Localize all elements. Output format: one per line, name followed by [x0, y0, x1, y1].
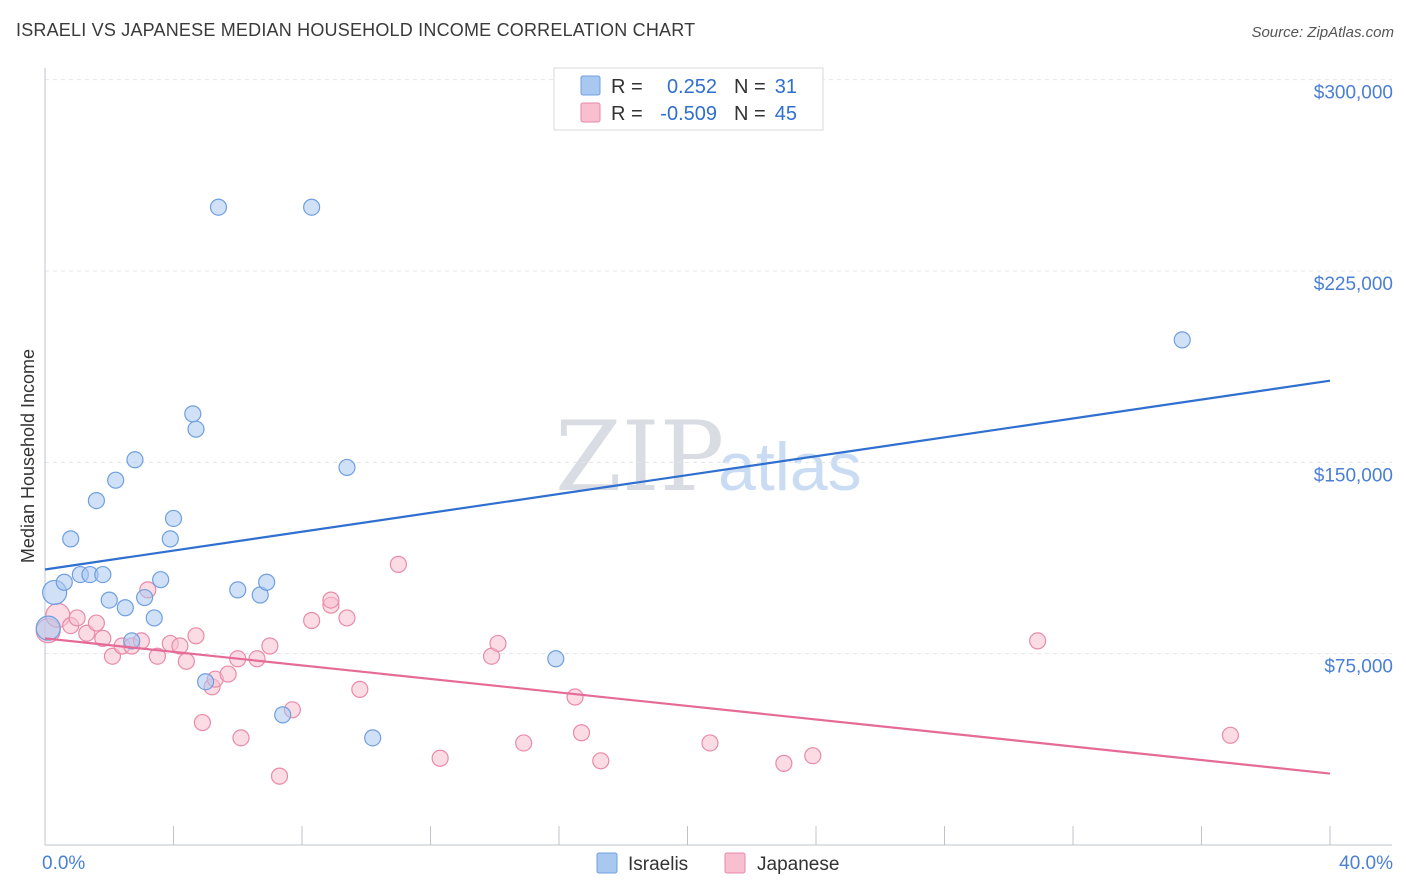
japanese-point-44 [1221, 726, 1240, 744]
japanese-point-43 [1029, 632, 1047, 650]
israelis-point-17 [164, 509, 183, 528]
israelis-point-7 [94, 565, 112, 584]
israelis-point-20 [197, 673, 215, 691]
japanese-point-22 [232, 729, 250, 747]
trend-lines [44, 379, 1331, 775]
y-tick-label-1: $150,000 [1314, 465, 1393, 486]
x-tick-label-min: 0.0% [42, 853, 85, 874]
japanese-point-37 [566, 688, 584, 706]
bottom-legend-swatch-israelis [596, 852, 618, 874]
israelis-point-2 [55, 573, 73, 591]
japanese-point-39 [592, 752, 610, 770]
legend-box: R = 0.252 N = 31 R = -0.509 N = 45 [553, 67, 824, 131]
israelis-point-22 [229, 581, 247, 599]
israelis-point-15 [152, 571, 170, 589]
legend-r-value-israelis: 0.252 [667, 76, 717, 98]
japanese-point-6 [94, 629, 112, 647]
israelis-point-8 [100, 591, 118, 609]
legend-n-label-israelis: N = [734, 76, 766, 98]
japanese-point-30 [338, 609, 356, 627]
israelis-point-9 [107, 471, 125, 489]
japanese-point-25 [270, 767, 289, 785]
japanese-point-29 [322, 591, 340, 609]
axes [44, 68, 1392, 846]
japanese-point-38 [572, 724, 591, 742]
y-tick-label-2: $225,000 [1314, 274, 1393, 295]
chart-title: ISRAELI VS JAPANESE MEDIAN HOUSEHOLD INC… [16, 20, 696, 40]
japanese-point-42 [804, 747, 822, 765]
bottom-legend-label-israelis: Israelis [628, 854, 688, 875]
japanese-point-15 [177, 652, 195, 670]
bottom-legend-swatch-japanese [724, 852, 746, 874]
israelis-point-25 [274, 706, 292, 724]
japanese-point-31 [351, 680, 369, 698]
japanese-point-35 [489, 634, 507, 653]
legend-r-label-japanese: R = [611, 103, 643, 125]
legend-swatch-japanese [580, 102, 601, 123]
japanese-point-24 [261, 637, 279, 655]
israelis-point-28 [364, 729, 382, 747]
israelis-point-10 [116, 599, 134, 617]
watermark-zip: ZIP [555, 401, 724, 513]
bottom-legend: Israelis Japanese [596, 852, 839, 875]
japanese-point-20 [219, 665, 237, 683]
japanese-point-23 [248, 650, 266, 668]
israelis-point-19 [187, 420, 205, 438]
source-label: Source: ZipAtlas.com [1251, 24, 1394, 41]
japanese-point-14 [171, 637, 189, 655]
japanese-point-5 [87, 614, 106, 632]
legend-r-value-japanese: -0.509 [660, 103, 717, 125]
japanese-point-12 [148, 647, 167, 665]
israelis-point-3 [62, 530, 80, 548]
israelis-point-13 [135, 588, 154, 607]
israelis-point-12 [123, 632, 141, 650]
legend-r-label-israelis: R = [611, 76, 643, 98]
israelis-point-0 [35, 615, 61, 641]
japanese-point-40 [701, 734, 719, 752]
israelis-point-27 [338, 458, 356, 477]
legend-n-value-israelis: 31 [775, 76, 797, 98]
israelis-points [35, 198, 1191, 747]
grid-lines [45, 79, 1392, 655]
israelis-point-16 [161, 530, 179, 548]
y-tick-labels: $75,000 $150,000 $225,000 $300,000 [1314, 83, 1393, 678]
israelis-point-21 [209, 198, 228, 216]
israelis-point-6 [87, 492, 106, 510]
y-tick-label-0: $75,000 [1324, 657, 1393, 678]
israelis-point-11 [126, 451, 144, 469]
legend-swatch-israelis [580, 75, 601, 96]
israelis-point-29 [547, 650, 565, 668]
x-ticks [44, 826, 1331, 845]
israelis-point-30 [1173, 331, 1191, 349]
x-tick-label-max: 40.0% [1339, 853, 1393, 874]
israelis-trend-line [44, 379, 1331, 571]
israelis-point-26 [303, 198, 321, 216]
japanese-point-32 [389, 555, 407, 573]
japanese-points [35, 555, 1240, 785]
legend-n-value-japanese: 45 [775, 103, 797, 125]
israelis-point-14 [145, 609, 163, 627]
legend-n-label-japanese: N = [734, 103, 766, 125]
japanese-point-41 [775, 754, 793, 772]
japanese-point-36 [515, 734, 533, 752]
japanese-point-33 [431, 749, 449, 767]
japanese-trend-line [44, 637, 1331, 775]
japanese-point-17 [193, 713, 212, 732]
y-tick-label-3: $300,000 [1314, 83, 1393, 104]
israelis-point-24 [258, 573, 276, 591]
bottom-legend-label-japanese: Japanese [757, 854, 839, 875]
japanese-point-3 [68, 609, 86, 627]
japanese-point-27 [303, 611, 321, 630]
israelis-point-18 [184, 405, 202, 423]
y-axis-label: Median Household Income [18, 349, 38, 563]
japanese-point-16 [187, 627, 205, 645]
